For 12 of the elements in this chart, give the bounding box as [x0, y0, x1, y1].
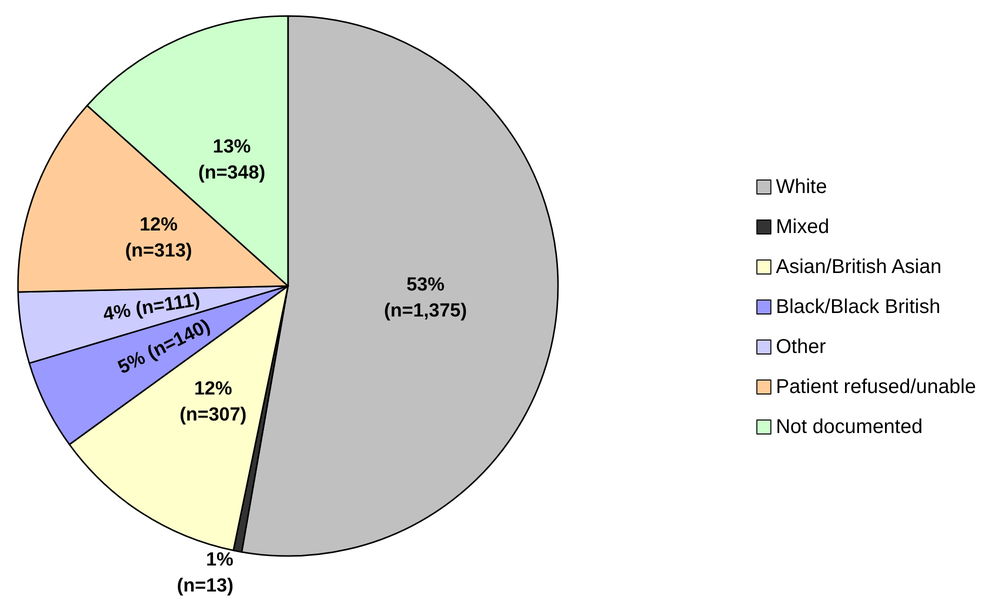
data-label: 13% (n=348) — [198, 136, 266, 184]
data-label: 12% (n=313) — [125, 214, 192, 262]
legend-label: Asian/British Asian — [776, 256, 942, 278]
legend-label: White — [776, 176, 827, 198]
legend-label: Other — [776, 336, 826, 358]
data-label: 53% (n=1,375) — [384, 274, 467, 322]
legend-label: Mixed — [776, 216, 830, 238]
legend-label: Black/Black British — [776, 296, 940, 318]
data-label: 12% (n=307) — [180, 378, 247, 426]
data-label: 1% (n=13) — [176, 549, 234, 596]
legend-label: Not documented — [776, 416, 923, 438]
legend-label: Patient refused/unable — [776, 376, 976, 398]
